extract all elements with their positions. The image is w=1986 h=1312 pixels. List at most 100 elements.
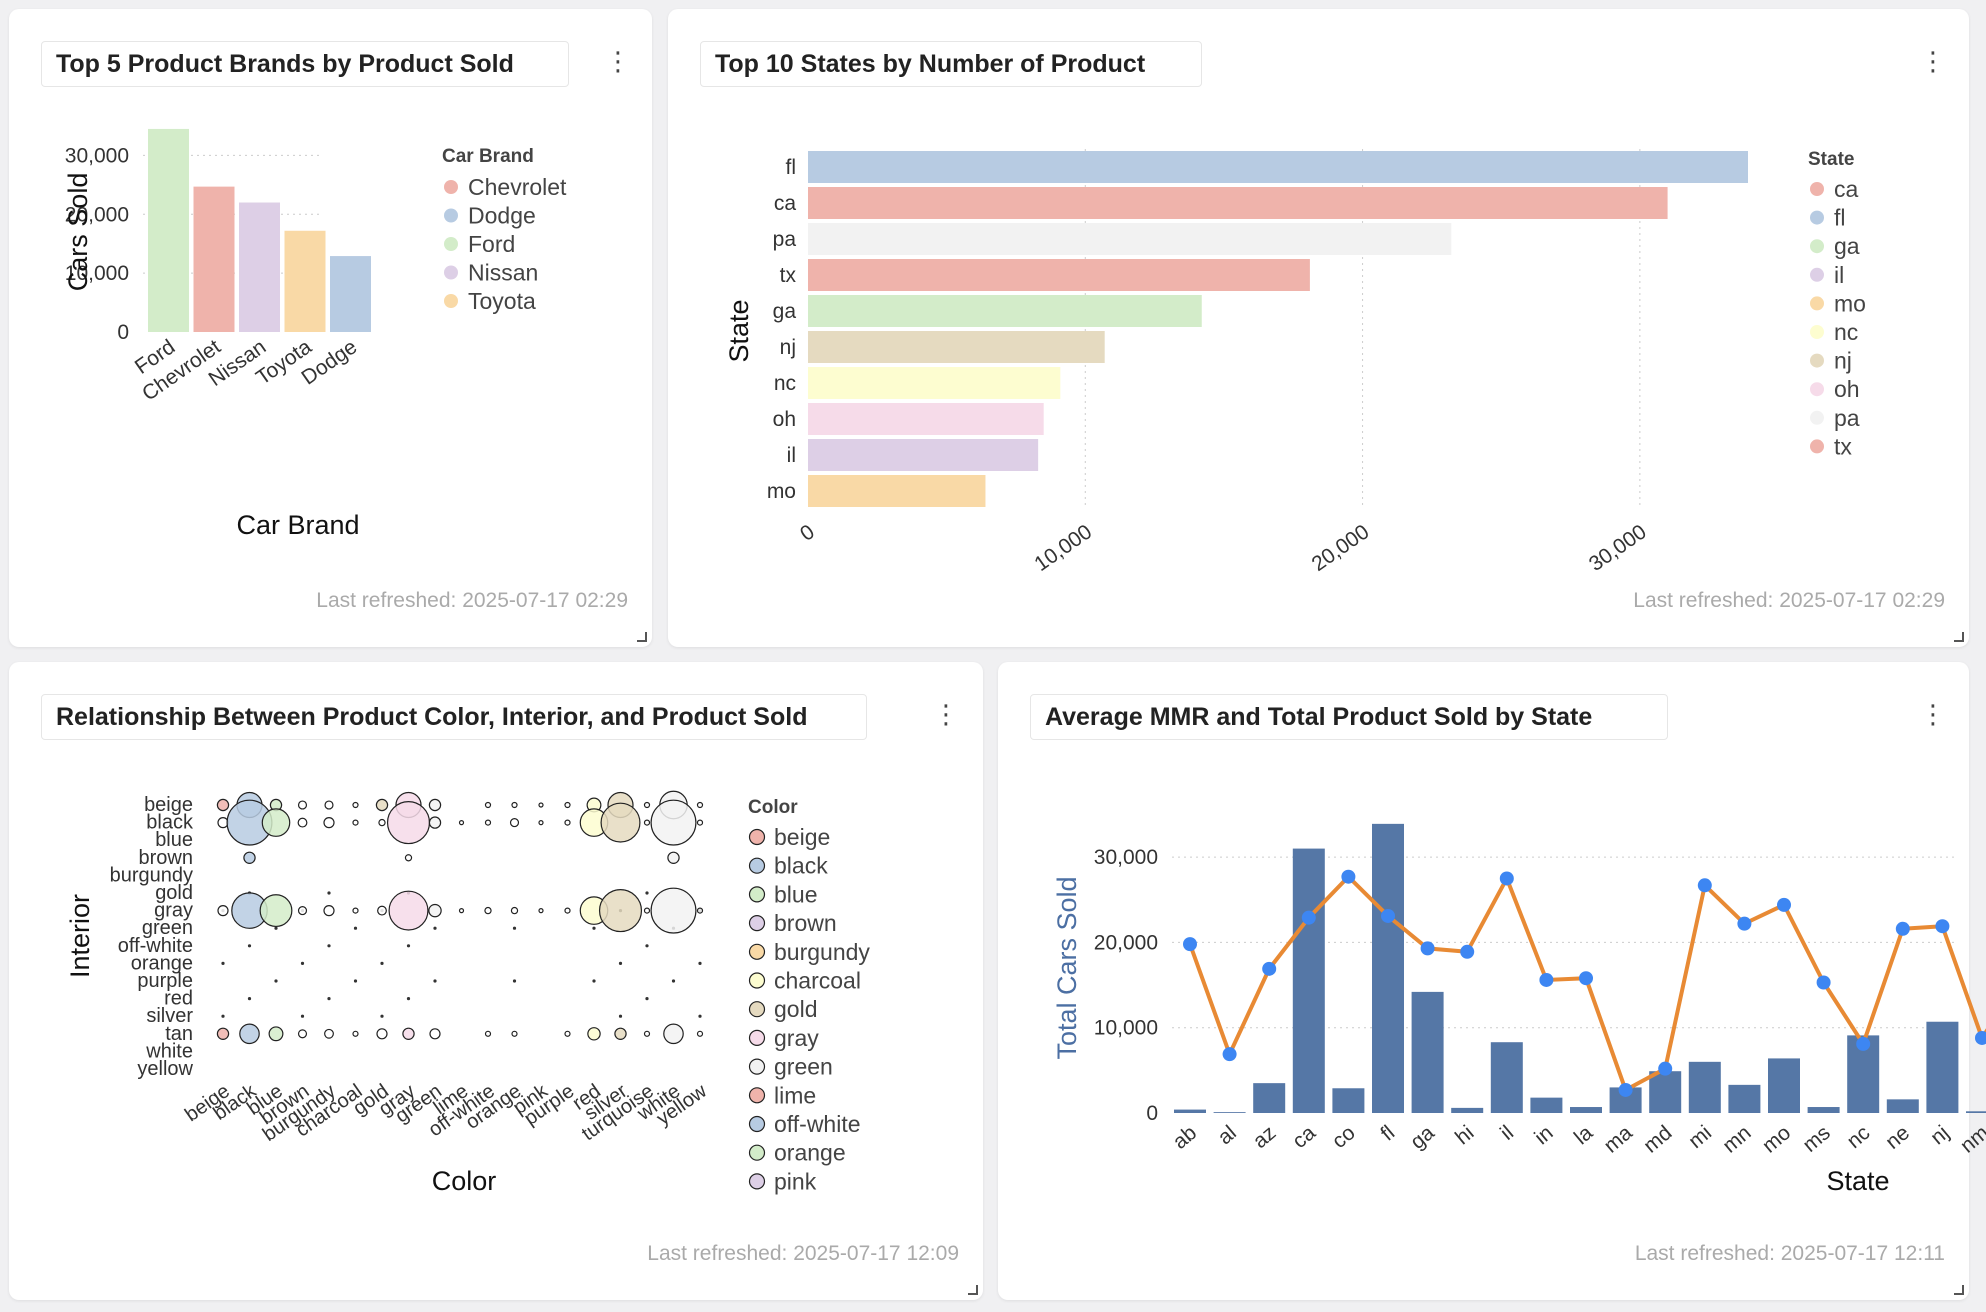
- states-legend-label: pa: [1834, 405, 1860, 431]
- states-legend-swatch: [1810, 267, 1824, 282]
- states-bar: [808, 295, 1202, 327]
- states-y-tick-label: mo: [767, 480, 796, 503]
- mmr-line-point: [1341, 869, 1356, 884]
- color-legend-label: green: [774, 1054, 833, 1080]
- mmr-bar: [1490, 1042, 1523, 1113]
- color-bubble: [297, 800, 308, 810]
- color-legend-swatch: [748, 1001, 766, 1018]
- mmr-y-axis-title: Total Cars Sold: [1052, 876, 1082, 1059]
- states-legend-swatch: [1810, 325, 1824, 339]
- color-legend-swatch: [748, 1087, 766, 1104]
- color-interior-resize-handle[interactable]: [968, 1285, 978, 1295]
- color-bubble-dot: [221, 1014, 225, 1018]
- color-bubble-dot: [300, 1014, 305, 1018]
- states-y-axis-title: State: [724, 299, 754, 362]
- mmr-bar: [1926, 1021, 1959, 1113]
- color-legend-swatch: [748, 1173, 766, 1190]
- color-bubble-dot: [698, 961, 702, 965]
- mmr-x-tick-label: ms: [1799, 1121, 1835, 1157]
- color-bubble: [538, 908, 544, 914]
- mmr-x-tick-label: mi: [1684, 1121, 1716, 1153]
- states-bar: [808, 151, 1748, 183]
- color-bubble-dot: [406, 997, 411, 1001]
- color-bubble: [564, 1030, 571, 1037]
- color-bubble: [600, 802, 641, 843]
- color-bubble: [428, 903, 442, 918]
- mmr-x-tick-label: mo: [1758, 1121, 1795, 1157]
- color-interior-card-title: Relationship Between Product Color, Inte…: [41, 694, 867, 740]
- color-bubble: [564, 801, 571, 809]
- color-bubble-dot: [698, 1014, 702, 1018]
- color-bubble: [484, 1030, 492, 1037]
- mmr-bar: [1688, 1061, 1721, 1113]
- color-bubble: [376, 1028, 388, 1040]
- brands-bar: [193, 186, 235, 332]
- color-bubble: [402, 1027, 415, 1040]
- color-y-tick-label: tan: [165, 1023, 193, 1045]
- mmr-x-tick-label: fl: [1376, 1121, 1399, 1145]
- states-y-tick-label: fl: [786, 156, 797, 179]
- mmr-bar: [1966, 1111, 1986, 1113]
- brands-y-tick-label: 10,000: [65, 262, 129, 285]
- mmr-line-point: [1697, 878, 1712, 893]
- states-bar: [808, 259, 1310, 291]
- color-bubble: [510, 906, 519, 915]
- states-card: Top 10 States by Number of Product ⋮ 0 10…: [668, 9, 1969, 647]
- mmr-x-tick-label: il: [1496, 1121, 1518, 1145]
- color-bubble-dot: [327, 891, 331, 895]
- mmr-resize-handle[interactable]: [1954, 1285, 1964, 1295]
- states-resize-handle[interactable]: [1954, 632, 1964, 642]
- color-bubble: [484, 906, 492, 915]
- mmr-bar: [1570, 1107, 1602, 1113]
- brands-legend-label: Chevrolet: [468, 174, 567, 200]
- mmr-bar: [1213, 1112, 1246, 1113]
- mmr-x-tick-label: nc: [1843, 1121, 1875, 1153]
- brands-y-tick-label: 0: [117, 321, 129, 344]
- color-legend-label: pink: [774, 1168, 817, 1194]
- brands-bar: [239, 202, 280, 332]
- states-legend-swatch: [1810, 410, 1824, 425]
- brands-legend-title: Car Brand: [442, 146, 534, 167]
- mmr-line-point: [1935, 919, 1950, 934]
- mmr-bar: [1451, 1107, 1484, 1113]
- color-bubble: [428, 798, 442, 812]
- color-bubble: [217, 904, 229, 917]
- color-bubble-dot: [512, 926, 517, 930]
- color-y-tick-label: gold: [155, 882, 193, 904]
- color-interior-bubble-chart: beigeblackbluebrownburgundygoldgraygreen…: [65, 790, 870, 1196]
- brands-resize-handle[interactable]: [637, 632, 647, 642]
- color-bubble: [268, 1026, 284, 1042]
- mmr-line-point: [1381, 908, 1395, 923]
- color-bubble-dot: [300, 961, 305, 965]
- states-bar: [808, 331, 1105, 363]
- mmr-bar: [1728, 1084, 1761, 1113]
- mmr-x-tick-label: nm: [1956, 1121, 1986, 1157]
- states-legend-label: ga: [1834, 233, 1860, 259]
- color-bubble: [323, 816, 335, 829]
- mmr-bar: [1332, 1088, 1365, 1113]
- mmr-x-tick-label: nj: [1926, 1121, 1953, 1149]
- mmr-line-point: [1499, 871, 1514, 886]
- color-legend-swatch: [748, 972, 766, 989]
- mmr-line-point: [1183, 937, 1197, 952]
- color-bubble: [509, 818, 520, 828]
- color-bubble-dot: [645, 944, 649, 948]
- brands-legend-swatch: [444, 294, 458, 308]
- brands-y-tick-label: 30,000: [65, 144, 129, 167]
- color-bubble-dot: [592, 926, 596, 930]
- mmr-x-axis-title: State: [1826, 1166, 1889, 1196]
- states-bar: [808, 187, 1668, 219]
- mmr-line-point: [1856, 1036, 1871, 1051]
- mmr-line-point: [1262, 961, 1277, 976]
- mmr-line-point: [1579, 971, 1593, 986]
- color-bubble: [297, 817, 308, 828]
- color-bubble: [614, 1027, 627, 1040]
- states-y-tick-label: ca: [774, 192, 797, 215]
- states-y-tick-label: il: [787, 444, 796, 467]
- color-bubble: [643, 907, 651, 914]
- color-bubble-dot: [433, 926, 437, 930]
- mmr-x-tick-label: ca: [1288, 1121, 1320, 1153]
- mmr-bar: [1411, 991, 1444, 1113]
- brands-legend-swatch: [444, 180, 458, 194]
- mmr-y-tick-label: 0: [1146, 1102, 1158, 1125]
